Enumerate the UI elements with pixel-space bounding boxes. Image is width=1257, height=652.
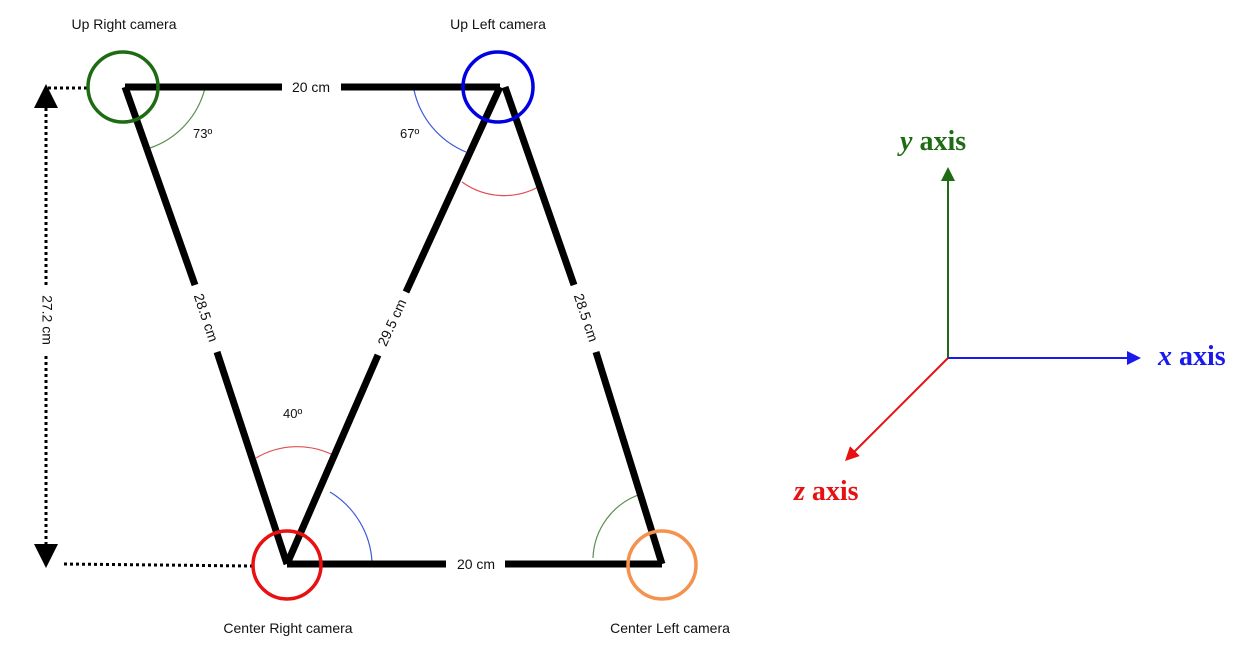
coordinate-axes — [845, 167, 1141, 461]
diagonal-edge-upper — [402, 85, 504, 294]
up-left-camera-label: Up Left camera — [450, 16, 546, 32]
right-edge-lower — [592, 350, 666, 566]
left-edge-length: 28.5 cm — [191, 291, 222, 343]
diagonal-edge-lower — [283, 353, 382, 566]
angle-arc-up-left-red — [461, 181, 541, 197]
left-edge-upper — [121, 85, 199, 287]
angle-arc-up-left-blue — [413, 89, 467, 153]
center-left-camera-circle — [626, 529, 698, 601]
left-edge-lower — [213, 350, 291, 566]
up-right-camera-label: Up Right camera — [71, 16, 176, 32]
y-axis-label: y axis — [897, 126, 966, 157]
up-right-camera-circle — [86, 50, 160, 124]
center-left-camera-label: Center Left camera — [610, 620, 730, 636]
angle-arc-up-right — [149, 87, 206, 149]
center-right-camera-circle — [251, 529, 323, 601]
right-edge-length: 28.5 cm — [571, 291, 602, 343]
angle-arc-center-right-red — [255, 446, 336, 459]
angle-arc-center-left — [592, 493, 642, 559]
z-axis-label: z axis — [793, 476, 859, 507]
center-right-camera-label: Center Right camera — [223, 620, 352, 636]
up-left-camera-circle — [461, 50, 535, 124]
angle-label-up-right: 73º — [193, 126, 212, 141]
top-edge-length: 20 cm — [292, 79, 330, 95]
height-length: 27.2 cm — [39, 295, 55, 345]
z-axis-arrow — [845, 357, 949, 461]
angle-label-center-right: 40º — [283, 406, 302, 421]
bottom-edge-length: 20 cm — [457, 556, 495, 572]
x-axis-label: x axis — [1157, 341, 1226, 372]
right-edge-upper — [501, 85, 578, 287]
angle-label-up-left: 67º — [400, 126, 419, 141]
height-dimension — [34, 84, 253, 568]
diagonal-length: 29.5 cm — [374, 296, 409, 348]
angle-arc-center-right-blue — [329, 491, 373, 563]
